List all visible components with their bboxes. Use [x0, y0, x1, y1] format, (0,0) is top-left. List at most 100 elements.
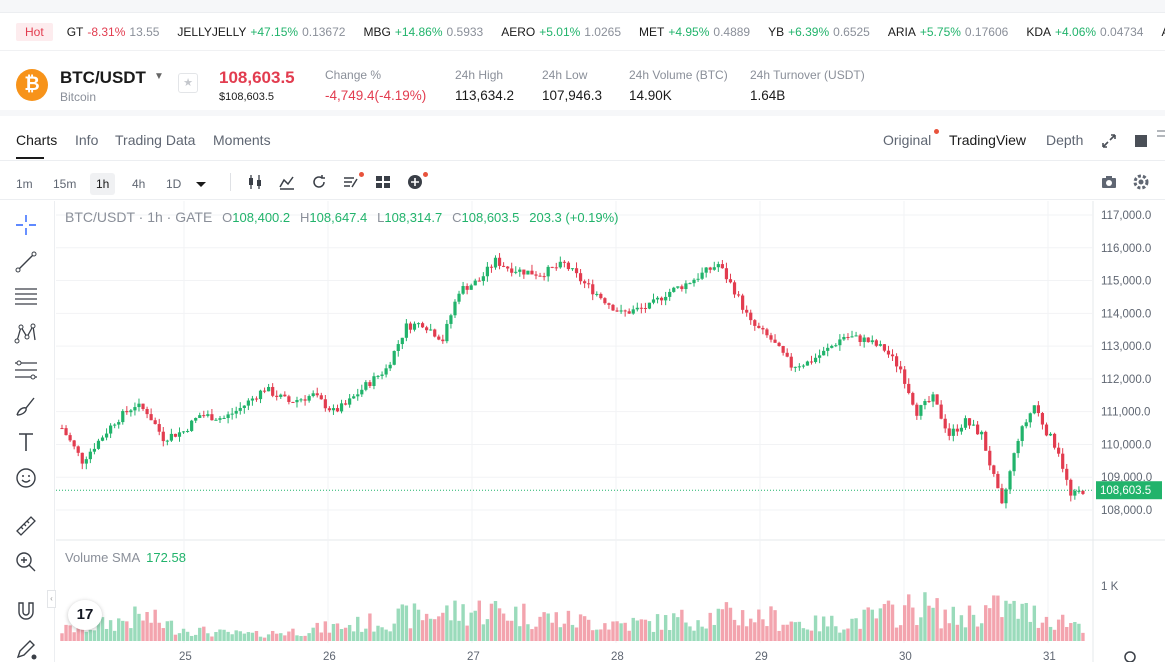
- fullscreen-icon[interactable]: [1100, 132, 1118, 150]
- magnet-icon[interactable]: [14, 599, 38, 623]
- candle-body: [648, 303, 651, 309]
- volume-bar: [794, 622, 797, 641]
- volume-bar: [640, 619, 643, 641]
- ticker-item[interactable]: MET +4.95% 0.4889: [639, 25, 750, 39]
- favorite-star-icon[interactable]: ★: [178, 73, 198, 93]
- ticker-item[interactable]: AERO +5.01% 1.0265: [501, 25, 621, 39]
- volume-bar: [976, 627, 979, 641]
- volume-bar: [960, 615, 963, 641]
- ticker-name: GT: [67, 25, 84, 39]
- replay-icon[interactable]: [310, 173, 328, 191]
- emoji-icon[interactable]: [14, 466, 38, 490]
- interval-1m[interactable]: 1m: [10, 173, 39, 195]
- chevron-down-icon[interactable]: ▼: [154, 71, 164, 82]
- candle-body: [563, 262, 566, 263]
- volume-bar: [1073, 622, 1076, 641]
- candle-body: [222, 418, 225, 419]
- zoom-in-icon[interactable]: [14, 550, 38, 574]
- layout-icon[interactable]: [1132, 132, 1150, 150]
- candle-body: [117, 422, 120, 425]
- ticker-item[interactable]: JELLYJELLY +47.15% 0.13672: [177, 25, 345, 39]
- candle-body: [182, 431, 185, 432]
- grid-layout-icon[interactable]: [374, 173, 392, 191]
- candle-body: [883, 344, 886, 351]
- tab-tradingview[interactable]: TradingView: [949, 132, 1026, 148]
- candle-body: [624, 310, 627, 311]
- volume-bar: [247, 632, 250, 641]
- volume-bar: [299, 636, 302, 641]
- fib-retracement-icon[interactable]: [14, 358, 38, 382]
- ticker-item[interactable]: YB +6.39% 0.6525: [768, 25, 870, 39]
- ticker-price: 0.13672: [302, 25, 345, 39]
- candle-body: [725, 268, 728, 279]
- interval-1d[interactable]: 1D: [160, 173, 187, 195]
- ticker-change: +6.39%: [788, 25, 829, 39]
- candle-body: [320, 395, 323, 399]
- volume-bar: [664, 615, 667, 641]
- ruler-icon[interactable]: [14, 514, 38, 538]
- volume-bar: [267, 634, 270, 641]
- ticker-item[interactable]: GT -8.31% 13.55: [67, 25, 160, 39]
- settings-gear-icon[interactable]: [1132, 173, 1150, 191]
- ticker-item[interactable]: AIN+1.: [1161, 25, 1165, 39]
- candle-body: [591, 284, 594, 294]
- pattern-icon[interactable]: [14, 322, 38, 346]
- candle-body: [696, 279, 699, 280]
- horizontal-lines-icon[interactable]: [14, 285, 38, 309]
- camera-icon[interactable]: [1100, 173, 1118, 191]
- interval-1h[interactable]: 1h: [90, 173, 115, 195]
- crosshair-icon[interactable]: [14, 213, 38, 237]
- text-tool-icon[interactable]: [14, 430, 38, 454]
- indicators-icon[interactable]: [278, 173, 296, 191]
- volume-bar: [749, 619, 752, 641]
- tab-info[interactable]: Info: [75, 132, 98, 148]
- trend-line-icon[interactable]: [14, 250, 38, 274]
- tab-charts[interactable]: Charts: [16, 132, 57, 148]
- ticker-change: -8.31%: [87, 25, 125, 39]
- ticker-item[interactable]: ARIA +5.75% 0.17606: [888, 25, 1008, 39]
- y-tick-label: 116,000.0: [1101, 243, 1151, 255]
- candle-body: [336, 408, 339, 411]
- candle-body: [202, 415, 205, 416]
- ticker-item[interactable]: MBG +14.86% 0.5933: [363, 25, 483, 39]
- collapse-panel-button[interactable]: ‹: [47, 590, 56, 608]
- legend-change: 203.3 (+0.19%): [529, 210, 618, 225]
- tab-trading-data[interactable]: Trading Data: [115, 132, 195, 148]
- hot-badge[interactable]: Hot: [16, 23, 53, 41]
- interval-15m[interactable]: 15m: [47, 173, 82, 195]
- price-chart[interactable]: 117,000.0 116,000.0 115,000.0 114,000.0 113,…: [56, 201, 1165, 662]
- volume-bar: [858, 629, 861, 641]
- candle-body: [178, 432, 181, 436]
- menu-lines-icon[interactable]: [1155, 128, 1165, 146]
- notification-dot: [934, 129, 939, 134]
- candle-body: [287, 396, 290, 402]
- volume-bar: [948, 623, 951, 641]
- candle-body: [822, 351, 825, 355]
- ticker-item[interactable]: KDA +4.06% 0.04734: [1026, 25, 1143, 39]
- volume-bar: [834, 626, 837, 641]
- volume-bar: [206, 633, 209, 641]
- tab-original[interactable]: Original: [883, 132, 931, 148]
- pair-selector[interactable]: BTC/USDT: [60, 68, 146, 88]
- volume-bar: [587, 620, 590, 641]
- interval-dropdown-icon[interactable]: [192, 175, 210, 193]
- volume-bar: [441, 613, 444, 641]
- volume-bar: [89, 630, 92, 641]
- volume-bar: [988, 608, 991, 641]
- draw-mode-icon[interactable]: [14, 637, 38, 661]
- tradingview-logo[interactable]: 17: [68, 600, 102, 630]
- tab-moments[interactable]: Moments: [213, 132, 271, 148]
- candles-icon[interactable]: [246, 173, 264, 191]
- volume-bar: [757, 610, 760, 641]
- candle-body: [1008, 471, 1011, 489]
- ticker-name: MET: [639, 25, 664, 39]
- interval-4h[interactable]: 4h: [126, 173, 151, 195]
- tab-depth[interactable]: Depth: [1046, 132, 1083, 148]
- add-indicator-icon[interactable]: [406, 173, 424, 191]
- stat-volume-value: 14.90K: [629, 88, 728, 103]
- stat-high-label: 24h High: [455, 68, 514, 82]
- brush-icon[interactable]: [14, 394, 38, 418]
- candle-body: [1004, 489, 1007, 503]
- volume-bar: [546, 614, 549, 641]
- templates-icon[interactable]: [342, 173, 360, 191]
